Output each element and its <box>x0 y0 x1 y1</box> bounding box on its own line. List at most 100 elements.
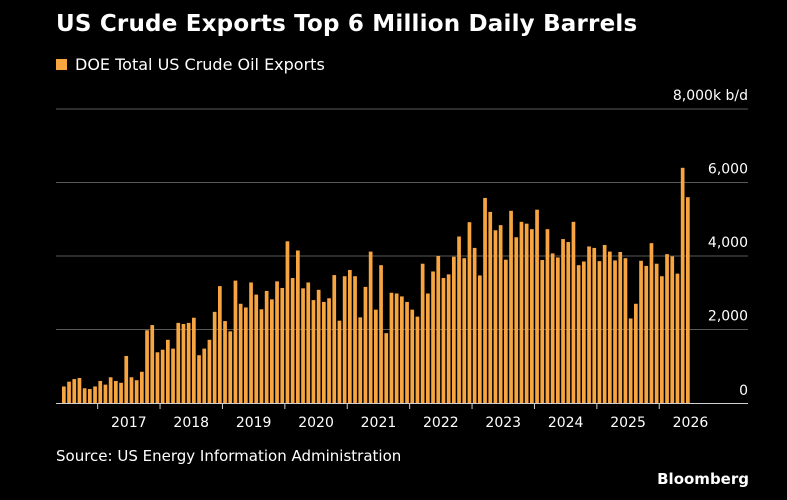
bar <box>602 244 607 403</box>
bar <box>628 318 633 403</box>
bar <box>124 355 129 403</box>
bar <box>202 348 207 403</box>
bar <box>530 229 534 403</box>
bar <box>462 258 467 403</box>
x-tick-label: 2018 <box>173 415 209 431</box>
x-tick-label: 2019 <box>236 415 272 431</box>
bar <box>618 251 623 403</box>
bar <box>405 301 409 403</box>
bar <box>623 258 628 403</box>
bar <box>62 386 66 403</box>
x-tick-label: 2021 <box>361 415 397 431</box>
bar <box>374 309 378 403</box>
bar <box>556 257 560 403</box>
bar <box>337 320 342 403</box>
bar <box>280 287 285 403</box>
bar <box>244 307 248 403</box>
bars <box>62 167 690 404</box>
x-tick-label: 2026 <box>673 415 709 431</box>
bar <box>415 316 420 403</box>
bar <box>342 276 347 403</box>
bar <box>613 260 617 403</box>
bar <box>290 278 295 403</box>
bar <box>644 265 649 403</box>
bar <box>249 282 253 403</box>
bar <box>576 265 581 403</box>
legend-swatch <box>56 59 67 70</box>
bar <box>379 265 383 403</box>
bar <box>129 377 134 403</box>
bar <box>212 311 217 403</box>
source-note: Source: US Energy Information Administra… <box>56 447 402 465</box>
x-tick-label: 2025 <box>610 415 646 431</box>
y-axis-labels: 0 2,000 4,000 6,000 8,000k b/d <box>673 88 748 399</box>
bar <box>322 301 326 403</box>
chart-title: US Crude Exports Top 6 Million Daily Bar… <box>56 11 638 37</box>
bar <box>327 298 331 403</box>
bar <box>88 389 92 403</box>
legend: DOE Total US Crude Oil Exports <box>56 55 325 74</box>
bar <box>368 251 373 403</box>
bar <box>478 275 482 403</box>
bar <box>452 256 456 403</box>
bar <box>197 355 201 403</box>
x-tick-label: 2020 <box>298 415 334 431</box>
bar <box>441 278 446 403</box>
bar <box>654 263 659 403</box>
bar <box>566 242 571 403</box>
bar <box>98 380 103 403</box>
bar <box>675 273 680 403</box>
bar <box>467 222 472 403</box>
bar <box>582 261 586 403</box>
x-tick-label: 2017 <box>111 415 147 431</box>
bar <box>270 299 274 403</box>
y-tick-label: 0 <box>739 383 748 399</box>
bar <box>311 300 316 403</box>
x-tick-label: 2023 <box>485 415 521 431</box>
bar <box>561 239 565 403</box>
bar <box>535 209 539 403</box>
legend-label: DOE Total US Crude Oil Exports <box>75 55 325 74</box>
bar <box>296 250 300 403</box>
bar <box>426 293 430 403</box>
bar <box>166 339 170 403</box>
bar <box>306 282 311 403</box>
bar <box>259 309 264 403</box>
x-axis-labels: 2017 2018 2019 2020 2021 2022 2023 2024 2025 2026 <box>97 403 709 431</box>
bar <box>400 296 404 403</box>
bar <box>660 276 664 403</box>
bar <box>639 260 643 403</box>
bar <box>680 167 685 403</box>
x-tick-label: 2024 <box>548 415 584 431</box>
bar <box>223 321 227 403</box>
bar <box>514 237 519 403</box>
bar <box>498 225 503 403</box>
bar <box>608 251 612 403</box>
bar <box>233 280 238 403</box>
bar <box>571 221 576 403</box>
bar <box>140 371 144 403</box>
bar <box>524 223 529 403</box>
bar <box>72 379 77 403</box>
bar <box>254 294 259 403</box>
bar <box>332 275 337 403</box>
bar <box>493 230 498 403</box>
y-tick-label: 2,000 <box>708 309 748 325</box>
bar <box>363 286 368 403</box>
bar <box>93 386 97 403</box>
bar <box>446 274 451 404</box>
bar <box>181 323 186 403</box>
bar <box>540 260 545 403</box>
bar <box>649 243 654 403</box>
bar <box>384 333 389 403</box>
bar <box>176 322 181 403</box>
bar <box>150 325 155 403</box>
bar <box>394 293 399 403</box>
bar <box>431 271 435 403</box>
gridlines <box>56 108 748 330</box>
y-tick-label: 4,000 <box>708 235 748 251</box>
bar <box>634 303 638 403</box>
bar <box>665 254 669 403</box>
bar <box>420 263 425 403</box>
